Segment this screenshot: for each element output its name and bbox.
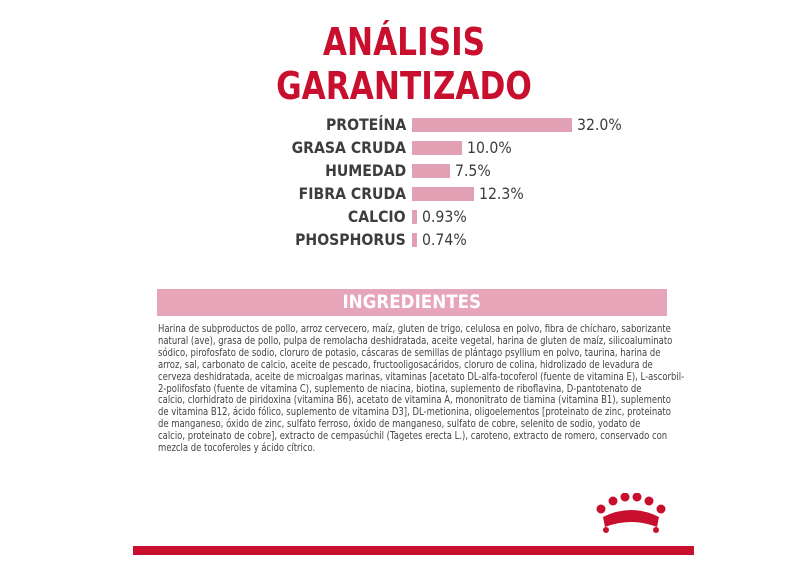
ingredients-line: 2-polifosfato (fuente de vitamina C), su… [158,383,642,395]
chart-row: PROTEÍNA 32.0% [0,115,808,135]
chart-row: GRASA CRUDA 10.0% [0,138,808,158]
bar [412,233,417,247]
ingredients-line: natural (ave), grasa de pollo, pulpa de … [158,335,673,347]
chart-row: CALCIO 0.93% [0,207,808,227]
ingredients-line: de vitamina B12, ácido fólico, suplement… [158,407,671,419]
category-label: PHOSPHORUS [295,230,406,249]
bar [412,164,450,178]
ingredients-text: Harina de subproductos de pollo, arroz c… [158,324,758,455]
category-label: HUMEDAD [324,161,406,180]
ingredients-line: sódico, pirofosfato de sodio, cloruro de… [158,347,661,359]
value-label: 0.74% [422,230,467,249]
title-line-1: ANÁLISIS [322,20,486,64]
chart-row: PHOSPHORUS 0.74% [0,230,808,250]
value-label: 12.3% [478,184,524,203]
ingredients-line: de manganeso, óxido de zinc, sulfato fer… [158,419,641,431]
value-label: 10.0% [467,138,512,157]
royal-canin-crown-icon [596,493,666,533]
value-label: 32.0% [577,115,622,134]
ingredients-line: arroz, sal, carbonato de calcio, aceite … [158,359,653,371]
ingredients-line: Harina de subproductos de pollo, arroz c… [158,324,671,335]
category-label: PROTEÍNA [325,115,406,134]
chart-row: HUMEDAD 7.5% [0,161,808,181]
title-line-2: GARANTIZADO [276,64,532,108]
value-label: 0.93% [422,207,467,226]
ingredients-line: calcio, proteinato de cobre], extracto d… [158,431,668,443]
bar [412,187,474,201]
chart-row: FIBRA CRUDA 12.3% [0,184,808,204]
ingredients-line: cerveza deshidratada, aceite de microalg… [158,371,685,383]
category-label: GRASA CRUDA [291,138,406,157]
category-label: FIBRA CRUDA [298,184,406,203]
category-label: CALCIO [348,207,406,226]
value-label: 7.5% [454,161,491,180]
ingredients-heading-text: INGREDIENTES [342,291,482,313]
bar [412,210,417,224]
footer-red-bar [133,546,694,555]
ingredients-line: calcio, clorhidrato de piridoxina (vitam… [158,395,671,407]
bar [412,118,572,132]
ingredients-heading: INGREDIENTES [157,289,667,316]
ingredients-line: mezcla de tocoferoles y ácido cítrico. [158,443,316,455]
bar [412,141,462,155]
